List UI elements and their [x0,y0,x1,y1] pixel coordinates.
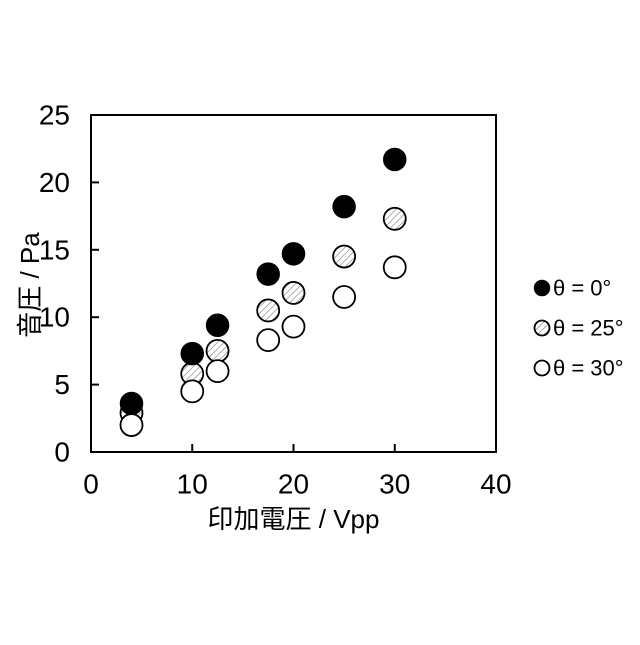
marker-filled-black-point [180,341,204,366]
marker-open-point [180,379,205,404]
legend-item-0: θ = 0° [533,276,611,301]
marker-filled-black-legend [533,279,551,297]
marker-filled-black-point [256,262,280,286]
y-tick-label: 25 [39,100,70,131]
y-tick-label: 10 [39,302,70,333]
x-axis-label: 印加電圧 / Vpp [208,504,380,534]
marker-hatched-point [256,298,281,323]
marker-hatched-point [382,206,407,231]
marker-open-point [256,328,281,353]
axis-tick-labels: 0 10 20 30 40 0 5 10 15 20 25 [39,100,512,500]
x-tick-label: 0 [83,469,99,500]
x-tick-label: 10 [177,469,208,500]
y-tick-label: 0 [54,437,70,468]
y-tick-label: 15 [39,234,70,265]
marker-hatched-point [332,244,357,269]
marker-open-point [332,285,357,309]
axis-ticks [90,114,497,453]
legend-item-2: θ = 30° [533,356,624,381]
marker-filled-black-point [332,194,356,219]
marker-filled-black-point [383,147,407,172]
marker-filled-black-point [281,242,306,266]
series-1 [119,206,407,425]
legend-label: θ = 0° [553,276,611,301]
series-0 [119,147,407,416]
legend-item-1: θ = 25° [533,316,624,341]
legend-label: θ = 30° [553,356,624,381]
y-tick-label: 5 [54,369,70,400]
marker-open-point [382,255,407,280]
y-axis-label: 音圧 / Pa [15,232,45,338]
data-points [119,147,407,437]
marker-hatched-legend [533,319,551,337]
marker-open-point [119,413,144,437]
legend-label: θ = 25° [553,316,624,341]
marker-filled-black-point [119,391,144,416]
series-2 [119,255,407,437]
marker-open-legend [533,359,551,377]
marker-open-point [281,314,306,339]
y-tick-label: 20 [39,167,70,198]
marker-hatched-point [281,281,306,305]
legend: θ = 0° θ = 25° θ = 30° [533,276,624,381]
marker-hatched-point [205,338,230,363]
x-tick-label: 40 [480,469,511,500]
marker-open-point [205,359,230,384]
x-tick-label: 20 [278,469,309,500]
marker-filled-black-point [205,313,230,338]
x-tick-label: 30 [379,469,410,500]
